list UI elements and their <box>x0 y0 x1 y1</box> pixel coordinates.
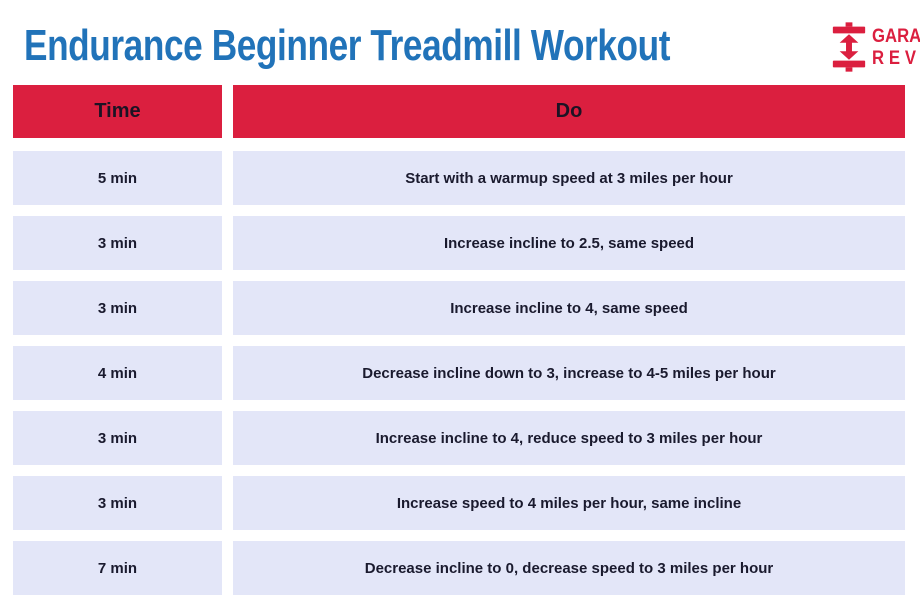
time-cell: 4 min <box>13 346 222 400</box>
table-row: 3 min Increase incline to 2.5, same spee… <box>13 216 905 270</box>
table-row: 3 min Increase speed to 4 miles per hour… <box>13 476 905 530</box>
time-cell: 5 min <box>13 151 222 205</box>
do-cell: Increase incline to 2.5, same speed <box>233 216 905 270</box>
time-cell: 3 min <box>13 411 222 465</box>
header-cell-time: Time <box>13 85 222 138</box>
time-cell: 3 min <box>13 281 222 335</box>
table-row: 5 min Start with a warmup speed at 3 mil… <box>13 151 905 205</box>
header-cell-do: Do <box>233 85 905 138</box>
brand-name-line1: GARAGE GYM <box>871 25 920 47</box>
page-title: Endurance Beginner Treadmill Workout <box>24 21 671 70</box>
workout-table: Time Do 5 min Start with a warmup speed … <box>0 85 920 595</box>
time-cell: 3 min <box>13 476 222 530</box>
brand-logo-text: GARAGE GYM REVIEWS <box>872 27 920 68</box>
table-row: 7 min Decrease incline to 0, decrease sp… <box>13 541 905 595</box>
dumbbell-icon <box>832 22 865 72</box>
table-header-row: Time Do <box>13 85 905 138</box>
brand-logo: GARAGE GYM REVIEWS <box>832 22 920 72</box>
do-cell: Increase incline to 4, same speed <box>233 281 905 335</box>
table-row: 4 min Decrease incline down to 3, increa… <box>13 346 905 400</box>
do-cell: Start with a warmup speed at 3 miles per… <box>233 151 905 205</box>
do-cell: Decrease incline to 0, decrease speed to… <box>233 541 905 595</box>
do-cell: Decrease incline down to 3, increase to … <box>233 346 905 400</box>
time-cell: 3 min <box>13 216 222 270</box>
brand-name-line2: REVIEWS <box>871 47 920 69</box>
table-row: 3 min Increase incline to 4, same speed <box>13 281 905 335</box>
topbar: Endurance Beginner Treadmill Workout GAR… <box>0 0 920 85</box>
time-cell: 7 min <box>13 541 222 595</box>
do-cell: Increase incline to 4, reduce speed to 3… <box>233 411 905 465</box>
table-row: 3 min Increase incline to 4, reduce spee… <box>13 411 905 465</box>
do-cell: Increase speed to 4 miles per hour, same… <box>233 476 905 530</box>
